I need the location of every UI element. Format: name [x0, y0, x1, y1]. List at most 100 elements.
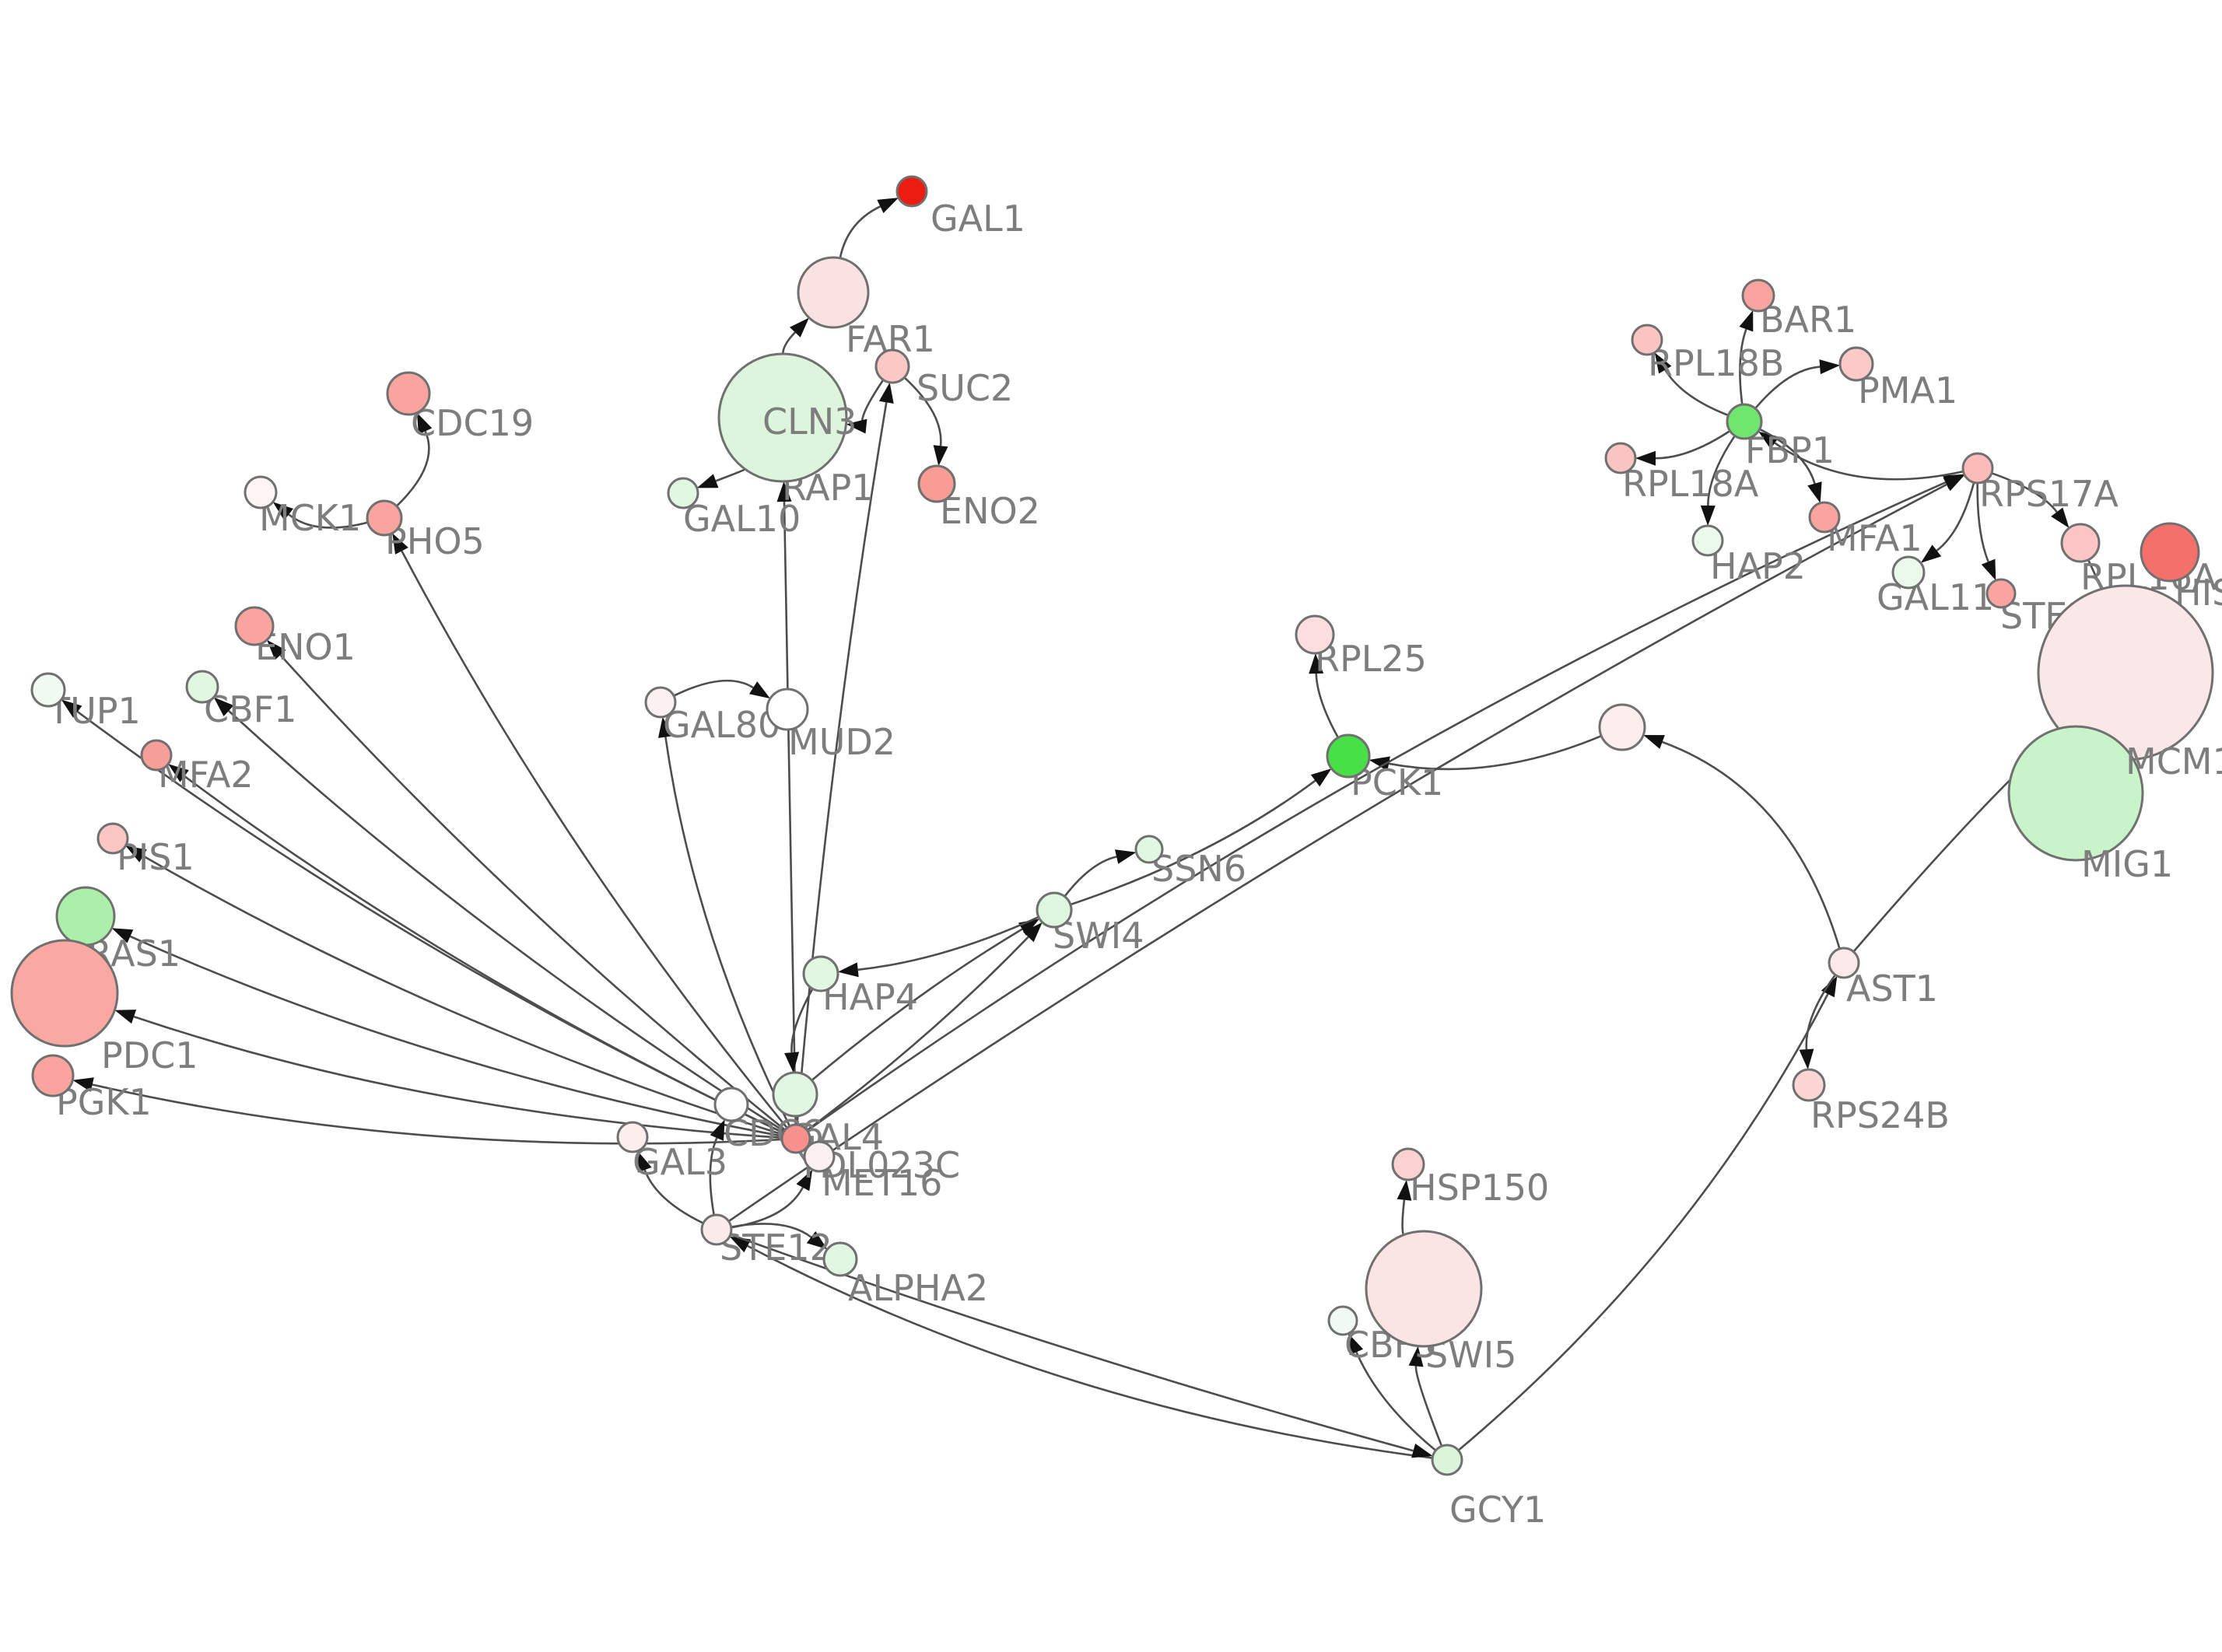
node-MUD2[interactable]: [766, 688, 809, 731]
edge-SUC2-ENO2[interactable]: [903, 376, 942, 446]
edge-RPS17A-GAL11[interactable]: [1936, 482, 1975, 551]
edge-GAL4-SUC2[interactable]: [796, 402, 888, 1125]
node-CDC19[interactable]: [386, 371, 431, 416]
node-SUC2[interactable]: [874, 348, 910, 384]
edge-GAL4-PHO5[interactable]: [401, 550, 788, 1129]
edge-GAL4-GAL80[interactable]: [664, 737, 791, 1127]
edge-SWI4-SSN6[interactable]: [1064, 856, 1117, 898]
edge-AST1-RPS24B[interactable]: [1805, 974, 1836, 1050]
node-HAP2[interactable]: [1691, 524, 1724, 557]
node-MFA1[interactable]: [1808, 501, 1841, 534]
edge-STE12-YDL023C[interactable]: [731, 1187, 804, 1229]
node-GCY1[interactable]: [1431, 1444, 1463, 1476]
node-HAP4[interactable]: [802, 955, 839, 992]
edge-GAL4-RPS17A[interactable]: [806, 481, 1947, 1132]
node-GAL1[interactable]: [895, 175, 928, 208]
node-FAR1[interactable]: [797, 256, 870, 329]
edge-GCY1-STE12[interactable]: [747, 1244, 1433, 1459]
edge-GAL4-MFA2[interactable]: [184, 775, 784, 1134]
edge-CLN3-GAL10[interactable]: [715, 468, 746, 482]
edge-STE12-RPS17A[interactable]: [727, 483, 1947, 1223]
edge-STE12-CDC6[interactable]: [709, 1137, 718, 1216]
node-GAL3[interactable]: [616, 1121, 649, 1153]
edge-GAL4-PDC1[interactable]: [133, 1015, 783, 1139]
edge-GAL4-CBF1[interactable]: [228, 710, 785, 1132]
node-MIG1[interactable]: [2007, 725, 2144, 862]
node-RPL18B[interactable]: [1631, 324, 1663, 356]
edge-FBP1-RPL18A[interactable]: [1655, 429, 1731, 460]
node-HSP150[interactable]: [1391, 1147, 1425, 1181]
edge-SWI4-HAP4[interactable]: [857, 915, 1039, 971]
edge-GAL4-CLN3[interactable]: [783, 501, 797, 1125]
node-SSN6[interactable]: [1134, 835, 1164, 864]
edge-AST1-NODE_A[interactable]: [1662, 740, 1841, 950]
node-GAL4[interactable]: [780, 1123, 811, 1154]
node-PCK1[interactable]: [1326, 733, 1371, 779]
edge-FBP1-BAR1[interactable]: [1739, 328, 1747, 405]
node-TUP1[interactable]: [30, 672, 66, 708]
node-RPL16A[interactable]: [2060, 523, 2101, 563]
edge-PCK1-RPL25[interactable]: [1315, 673, 1340, 739]
edge-FBP1-RPL18B[interactable]: [1664, 369, 1729, 417]
edge-GAL4-PGK1[interactable]: [92, 1083, 783, 1145]
node-AST1[interactable]: [1828, 947, 1860, 979]
node-YDL023C[interactable]: [803, 1140, 836, 1173]
node-RPL25[interactable]: [1295, 614, 1335, 655]
edge-FBP1-PMA1[interactable]: [1754, 366, 1821, 410]
node-PIS1[interactable]: [96, 822, 129, 855]
node-SWI4[interactable]: [1036, 891, 1073, 929]
edge-GCY1-SWI5[interactable]: [1414, 1366, 1443, 1447]
node-PGK1[interactable]: [31, 1054, 75, 1097]
node-PHO5[interactable]: [366, 499, 403, 537]
edge-NODE_A-PCK1[interactable]: [1388, 735, 1602, 771]
node-PDC1[interactable]: [10, 939, 119, 1048]
node-CBF5[interactable]: [1327, 1305, 1358, 1336]
node-ENO2[interactable]: [917, 464, 956, 503]
node-RPS17A[interactable]: [1961, 452, 1994, 485]
node-BAR1[interactable]: [1741, 278, 1775, 313]
node-GAL80[interactable]: [644, 686, 677, 719]
edge-FAR1-GAL1[interactable]: [839, 205, 881, 259]
edge-PHO5-MCK1[interactable]: [288, 513, 369, 529]
edge-NODE_B-SWI4[interactable]: [811, 928, 1023, 1081]
node-SWI5[interactable]: [1365, 1230, 1483, 1348]
node-RPL18A[interactable]: [1604, 442, 1637, 474]
edge-HAP4-NODE_B[interactable]: [790, 988, 814, 1053]
node-RAS1[interactable]: [55, 886, 116, 947]
edge-RPS17A-STE2[interactable]: [1976, 482, 1989, 562]
edge-SWI4-PCK1[interactable]: [1070, 779, 1316, 906]
node-RPS24B[interactable]: [1792, 1068, 1826, 1102]
edge-FBP1-HAP2[interactable]: [1707, 435, 1736, 506]
node-FBP1[interactable]: [1726, 403, 1763, 440]
node-GAL10[interactable]: [667, 477, 699, 509]
node-unlabeled-NODE_A[interactable]: [1598, 703, 1646, 751]
node-CBF1[interactable]: [185, 670, 219, 704]
edge-GAL4-ENO1[interactable]: [279, 654, 786, 1131]
node-STE12[interactable]: [700, 1213, 733, 1246]
edge-STE12-ALPHA2[interactable]: [731, 1223, 812, 1238]
edge-GAL4-RAS1[interactable]: [129, 935, 783, 1137]
edge-GAL4-SWI4[interactable]: [806, 936, 1029, 1132]
edge-FBP1-MFA1[interactable]: [1759, 428, 1816, 485]
edge-SWI5-HSP150[interactable]: [1401, 1199, 1406, 1236]
node-PMA1[interactable]: [1838, 346, 1874, 382]
edge-CLN3-FAR1[interactable]: [782, 331, 796, 355]
edge-STE12-GAL3[interactable]: [643, 1169, 704, 1224]
node-ALPHA2[interactable]: [822, 1241, 858, 1277]
node-unlabeled-NODE_B[interactable]: [772, 1071, 818, 1118]
edge-GAL80-MUD2[interactable]: [673, 679, 754, 697]
node-HIS4[interactable]: [2140, 522, 2200, 583]
edge-RPS17A-FBP1[interactable]: [1774, 442, 1964, 481]
edge-PHO5-CDC19[interactable]: [395, 430, 430, 507]
node-STE2[interactable]: [1985, 578, 2017, 609]
node-MFA2[interactable]: [140, 739, 173, 772]
node-ENO1[interactable]: [234, 606, 275, 646]
node-MCK1[interactable]: [244, 475, 278, 509]
node-GAL11[interactable]: [1891, 555, 1926, 590]
edge-GCY1-CBF5[interactable]: [1355, 1351, 1437, 1451]
node-CDC6[interactable]: [713, 1087, 749, 1122]
edge-RPS17A-RPL16A[interactable]: [1991, 472, 2058, 513]
edge-GCY1-AST1[interactable]: [1457, 993, 1829, 1451]
